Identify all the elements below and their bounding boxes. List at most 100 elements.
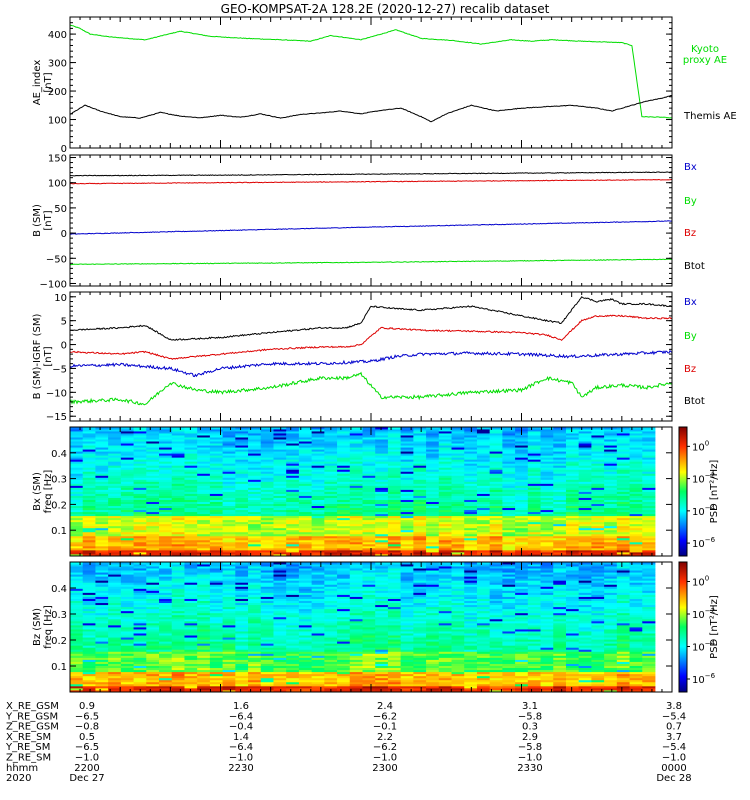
- spectrogram-cell: [298, 507, 313, 511]
- spectrogram-cell: [82, 598, 96, 601]
- spectrogram-cell: [349, 447, 363, 450]
- spectrogram-cell: [95, 614, 109, 618]
- spectrogram-cell: [273, 663, 287, 666]
- spectrogram-cell: [82, 479, 96, 482]
- spectrogram-cell: [298, 481, 313, 484]
- spectrogram-cell: [387, 515, 402, 519]
- spectrogram-cell: [540, 515, 554, 519]
- spectrogram-cell: [171, 600, 185, 604]
- spectrogram-cell: [159, 689, 173, 693]
- spectrogram-cell: [248, 592, 262, 595]
- spectrogram-cell: [171, 681, 185, 685]
- spectrogram-cell: [235, 543, 249, 547]
- spectrogram-cell: [540, 481, 554, 484]
- spectrogram-cell: [553, 545, 567, 549]
- spectrogram-cell: [184, 641, 198, 644]
- spectrogram-cell: [120, 689, 134, 693]
- spectrogram-cell: [209, 627, 224, 630]
- spectrogram-cell: [629, 433, 643, 436]
- spectrogram-cell: [489, 537, 503, 541]
- spectrogram-cell: [133, 471, 147, 474]
- spectrogram-cell: [70, 641, 84, 644]
- spectrogram-cell: [260, 525, 274, 529]
- spectrogram-cell: [184, 533, 198, 537]
- spectrogram-cell: [476, 435, 491, 438]
- spectrogram-cell: [248, 525, 262, 529]
- spectrogram-cell: [311, 624, 325, 628]
- spectrogram-cell: [146, 481, 160, 484]
- spectrogram-cell: [159, 553, 173, 557]
- spectrogram-cell: [82, 433, 96, 436]
- spectrogram-cell: [298, 659, 313, 662]
- spectrogram-cell: [565, 461, 580, 464]
- spectrogram-cell: [184, 618, 198, 622]
- spectrogram-cell: [286, 469, 300, 472]
- spectrogram-cell: [260, 479, 274, 482]
- spectrogram-cell: [413, 429, 427, 432]
- spectrogram-cell: [616, 533, 630, 537]
- spectrogram-cell: [197, 618, 211, 622]
- spectrogram-cell: [311, 451, 325, 454]
- spectrogram-cell: [235, 469, 249, 472]
- spectrogram-cell: [578, 427, 592, 430]
- spectrogram-cell: [604, 511, 618, 515]
- spectrogram-cell: [311, 574, 325, 577]
- spectrogram-cell: [133, 493, 147, 496]
- spectrogram-cell: [95, 465, 109, 468]
- spectrogram-cell: [311, 582, 325, 585]
- spectrogram-cell: [476, 439, 491, 442]
- spectrogram-cell: [286, 655, 300, 658]
- spectrogram-cell: [235, 539, 249, 543]
- spectrogram-cell: [578, 507, 592, 511]
- spectrogram-cell: [248, 606, 262, 610]
- spectrogram-cell: [464, 453, 478, 456]
- spectrogram-cell: [159, 659, 173, 662]
- spectrogram-cell: [362, 545, 376, 549]
- spectrogram-cell: [591, 515, 605, 519]
- spectrogram-cell: [476, 457, 491, 460]
- spectrogram-cell: [400, 465, 414, 468]
- spectrogram-cell: [108, 689, 122, 693]
- spectrogram-cell: [70, 687, 84, 691]
- spectrogram-cell: [502, 467, 516, 470]
- spectrogram-cell: [273, 633, 287, 636]
- legend-bz: Bz: [684, 228, 696, 239]
- spectrogram-cell: [82, 511, 96, 515]
- spectrogram-cell: [235, 570, 249, 573]
- spectrogram-cell: [171, 616, 185, 620]
- spectrogram-cell: [464, 469, 478, 472]
- spectrogram-cell: [311, 643, 325, 646]
- spectrogram-cell: [629, 481, 643, 484]
- spectrogram-cell: [616, 541, 630, 545]
- spectrogram-cell: [438, 431, 452, 434]
- spectrogram-cell: [260, 503, 274, 507]
- spectrogram-cell: [235, 511, 249, 515]
- spectrogram-cell: [349, 433, 363, 436]
- spectrogram-cell: [438, 533, 452, 537]
- spectrogram-cell: [159, 620, 173, 624]
- spectrogram-cell: [197, 539, 211, 543]
- spectrogram-cell: [260, 553, 274, 557]
- spectrogram-cell: [553, 523, 567, 527]
- spectrogram-cell: [70, 455, 84, 458]
- spectrogram-cell: [489, 533, 503, 537]
- spectrogram-cell: [604, 549, 618, 553]
- spectrogram-cell: [209, 598, 224, 601]
- spectrogram-cell: [133, 475, 147, 478]
- spectrogram-cell: [159, 445, 173, 448]
- spectrogram-cell: [222, 578, 236, 581]
- spectrogram-cell: [489, 467, 503, 470]
- spectrogram-cell: [451, 499, 465, 502]
- spectrogram-cell: [553, 541, 567, 545]
- spectrogram-cell: [273, 679, 287, 683]
- spectrogram-cell: [438, 507, 452, 511]
- spectrogram-cell: [591, 541, 605, 545]
- spectrogram-cell: [438, 437, 452, 440]
- spectrogram-cell: [120, 529, 134, 533]
- spectrogram-cell: [82, 503, 96, 507]
- spectrogram-cell: [146, 570, 160, 573]
- spectrogram-cell: [298, 477, 313, 480]
- spectrogram-cell: [82, 553, 96, 557]
- spectrogram-cell: [120, 519, 134, 523]
- spectrogram-cell: [375, 467, 389, 470]
